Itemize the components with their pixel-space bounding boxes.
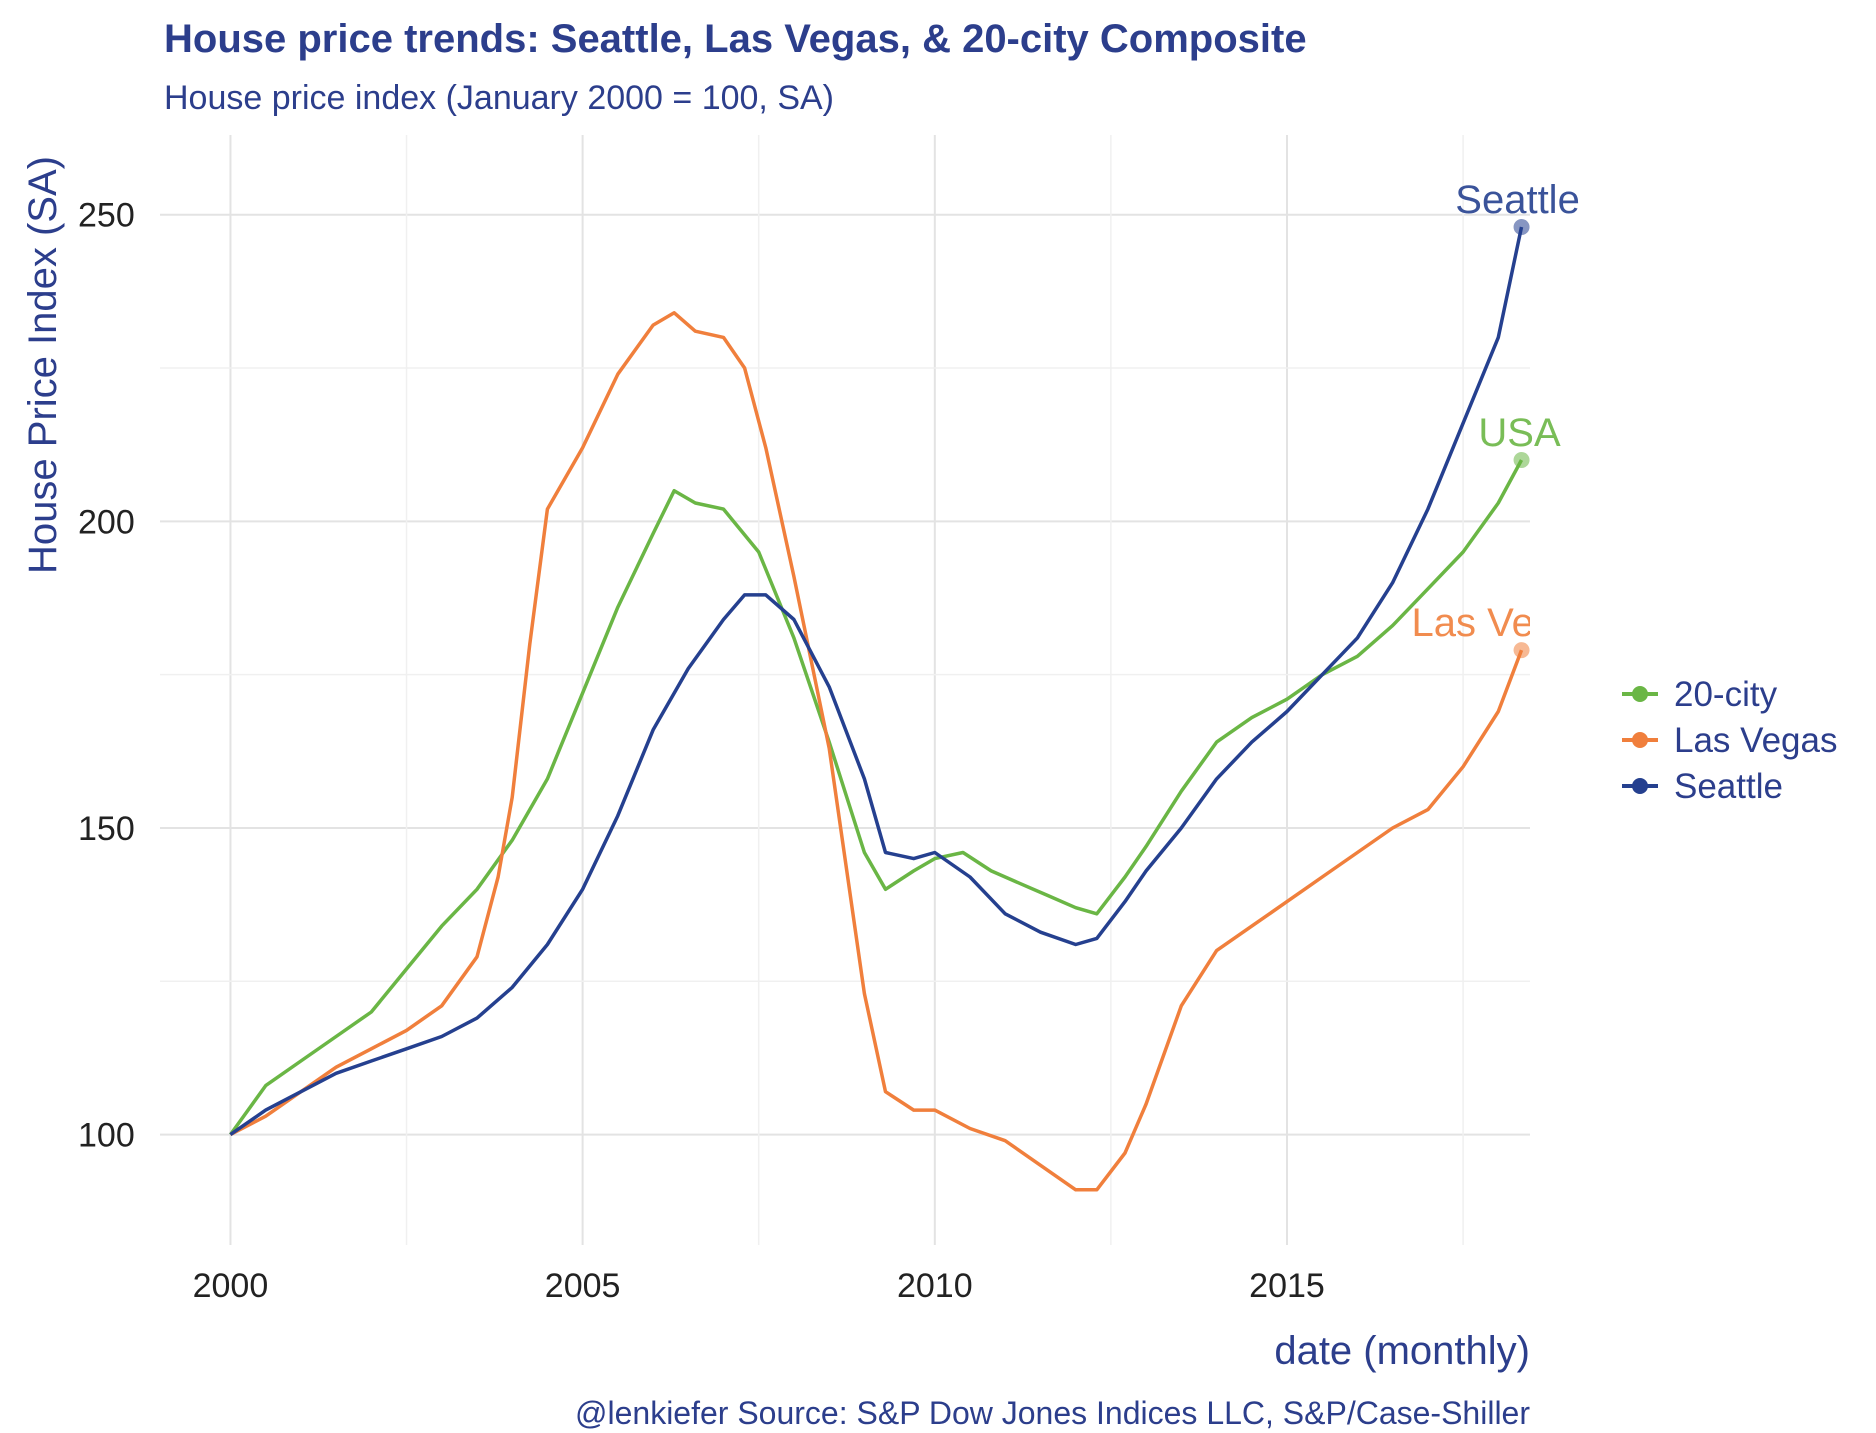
grid xyxy=(160,135,1530,1245)
legend-label: 20-city xyxy=(1674,675,1778,714)
chart-title: House price trends: Seattle, Las Vegas, … xyxy=(164,17,1307,61)
legend-label: Las Vegas xyxy=(1674,721,1837,760)
series-end-label-seattle: Seattle xyxy=(1455,178,1580,222)
legend-item: Las Vegas xyxy=(1622,721,1837,760)
x-tick-label: 2015 xyxy=(1249,1267,1325,1305)
series-end-label-las_vegas: Las Vegas xyxy=(1412,601,1599,645)
series-end-label-usa: USA xyxy=(1478,411,1561,455)
series-endpoint-las_vegas xyxy=(1513,642,1530,659)
y-axis-title: House Price Index (SA) xyxy=(21,156,65,574)
x-tick-label: 2005 xyxy=(545,1267,621,1305)
plot-area: USA Las Vegas Seattle xyxy=(228,178,1599,1192)
y-tick-label: 250 xyxy=(78,197,135,235)
legend-label: Seattle xyxy=(1674,767,1783,806)
legend-item: Seattle xyxy=(1622,767,1783,806)
series-endpoint-usa xyxy=(1513,452,1530,469)
legend-swatch-dot xyxy=(1632,732,1648,748)
axis-ticks: 100 150 200 250 2000 2005 2010 2015 xyxy=(78,197,1325,1305)
legend-item: 20-city xyxy=(1622,675,1778,714)
series-line-las_vegas xyxy=(229,311,1524,1192)
y-tick-label: 200 xyxy=(78,503,135,541)
legend-swatch-dot xyxy=(1632,686,1648,702)
x-tick-label: 2010 xyxy=(897,1267,973,1305)
chart-caption: @lenkiefer Source: S&P Dow Jones Indices… xyxy=(575,1395,1530,1431)
series-line-usa xyxy=(228,459,1524,1136)
x-tick-label: 2000 xyxy=(193,1267,269,1305)
y-tick-label: 100 xyxy=(78,1117,135,1155)
legend-swatch-dot xyxy=(1632,778,1648,794)
y-tick-label: 150 xyxy=(78,810,135,848)
legend: 20-city Las Vegas Seattle xyxy=(1622,675,1837,806)
series-endpoint-seattle xyxy=(1513,218,1530,235)
series-line-seattle xyxy=(229,226,1524,1137)
x-axis-title: date (monthly) xyxy=(1274,1329,1530,1373)
chart-subtitle: House price index (January 2000 = 100, S… xyxy=(164,79,834,117)
